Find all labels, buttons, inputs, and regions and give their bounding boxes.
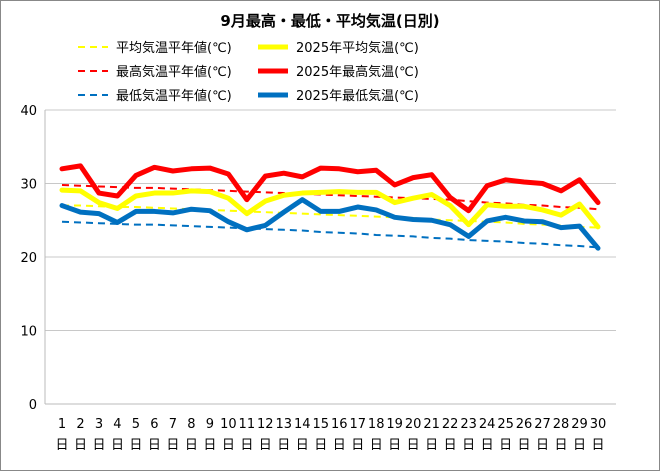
series-line bbox=[61, 220, 599, 249]
x-tick-label: 26 bbox=[516, 417, 533, 432]
x-tick-suffix: 日 bbox=[499, 438, 512, 453]
x-tick-label: 9 bbox=[206, 417, 214, 432]
x-tick-label: 2 bbox=[76, 417, 84, 432]
x-tick-label: 7 bbox=[169, 417, 177, 432]
series-line bbox=[59, 163, 601, 214]
x-tick-label: 28 bbox=[553, 417, 570, 432]
x-tick-label: 29 bbox=[571, 417, 588, 432]
x-tick-suffix: 日 bbox=[296, 438, 309, 453]
x-tick-label: 23 bbox=[460, 417, 477, 432]
series-line bbox=[61, 183, 599, 211]
x-tick-suffix: 日 bbox=[573, 438, 586, 453]
legend-label: 2025年最高気温(℃) bbox=[296, 64, 419, 80]
series-line bbox=[62, 204, 599, 229]
legend-label: 最高気温平年値(℃) bbox=[116, 64, 232, 80]
x-tick-label: 25 bbox=[497, 417, 514, 432]
x-tick-suffix: 日 bbox=[148, 438, 161, 453]
x-tick-label: 21 bbox=[423, 417, 440, 432]
series-line bbox=[59, 187, 601, 230]
x-tick-suffix: 日 bbox=[92, 438, 105, 453]
x-tick-label: 16 bbox=[331, 417, 348, 432]
x-tick-label: 20 bbox=[405, 417, 422, 432]
x-tick-label: 14 bbox=[294, 417, 311, 432]
x-tick-label: 19 bbox=[386, 417, 403, 432]
legend-label: 最低気温平年値(℃) bbox=[116, 88, 232, 104]
x-tick-suffix: 日 bbox=[240, 438, 253, 453]
x-tick-label: 6 bbox=[150, 417, 158, 432]
x-tick-label: 4 bbox=[113, 417, 121, 432]
x-tick-label: 5 bbox=[132, 417, 140, 432]
series-line bbox=[59, 197, 601, 251]
x-tick-label: 8 bbox=[187, 417, 195, 432]
x-tick-label: 12 bbox=[257, 417, 274, 432]
y-tick-label: 0 bbox=[29, 398, 37, 413]
x-tick-suffix: 日 bbox=[203, 438, 216, 453]
y-tick-label: 40 bbox=[20, 104, 37, 119]
x-tick-suffix: 日 bbox=[185, 438, 198, 453]
x-tick-label: 3 bbox=[95, 417, 103, 432]
x-tick-suffix: 日 bbox=[388, 438, 401, 453]
x-tick-label: 22 bbox=[442, 417, 459, 432]
legend-label: 平均気温平年値(℃) bbox=[116, 40, 232, 56]
x-tick-suffix: 日 bbox=[462, 438, 475, 453]
x-tick-label: 24 bbox=[479, 417, 496, 432]
x-tick-label: 30 bbox=[590, 417, 607, 432]
x-tick-suffix: 日 bbox=[277, 438, 290, 453]
x-tick-label: 10 bbox=[220, 417, 237, 432]
legend-label: 2025年最低気温(℃) bbox=[296, 88, 419, 104]
x-tick-suffix: 日 bbox=[518, 438, 531, 453]
x-tick-suffix: 日 bbox=[74, 438, 87, 453]
x-tick-suffix: 日 bbox=[351, 438, 364, 453]
x-tick-suffix: 日 bbox=[259, 438, 272, 453]
x-tick-suffix: 日 bbox=[407, 438, 420, 453]
x-tick-label: 1 bbox=[58, 417, 66, 432]
x-tick-suffix: 日 bbox=[222, 438, 235, 453]
legend-label: 2025年平均気温(℃) bbox=[296, 40, 419, 56]
x-tick-suffix: 日 bbox=[370, 438, 383, 453]
x-tick-label: 17 bbox=[349, 417, 366, 432]
y-tick-label: 30 bbox=[20, 178, 37, 193]
x-tick-label: 27 bbox=[534, 417, 551, 432]
x-tick-label: 13 bbox=[276, 417, 293, 432]
x-tick-suffix: 日 bbox=[555, 438, 568, 453]
x-tick-suffix: 日 bbox=[591, 438, 604, 453]
x-tick-suffix: 日 bbox=[55, 438, 68, 453]
x-tick-suffix: 日 bbox=[129, 438, 142, 453]
x-tick-suffix: 日 bbox=[314, 438, 327, 453]
x-tick-suffix: 日 bbox=[481, 438, 494, 453]
x-tick-suffix: 日 bbox=[166, 438, 179, 453]
y-tick-label: 10 bbox=[20, 325, 37, 340]
chart-title: 9月最高・最低・平均気温(日別) bbox=[220, 12, 439, 30]
x-tick-suffix: 日 bbox=[425, 438, 438, 453]
x-tick-suffix: 日 bbox=[111, 438, 124, 453]
y-tick-label: 20 bbox=[20, 251, 37, 266]
x-tick-suffix: 日 bbox=[444, 438, 457, 453]
x-tick-label: 18 bbox=[368, 417, 385, 432]
x-tick-suffix: 日 bbox=[333, 438, 346, 453]
x-tick-suffix: 日 bbox=[536, 438, 549, 453]
x-tick-label: 11 bbox=[239, 417, 256, 432]
x-tick-label: 15 bbox=[312, 417, 329, 432]
